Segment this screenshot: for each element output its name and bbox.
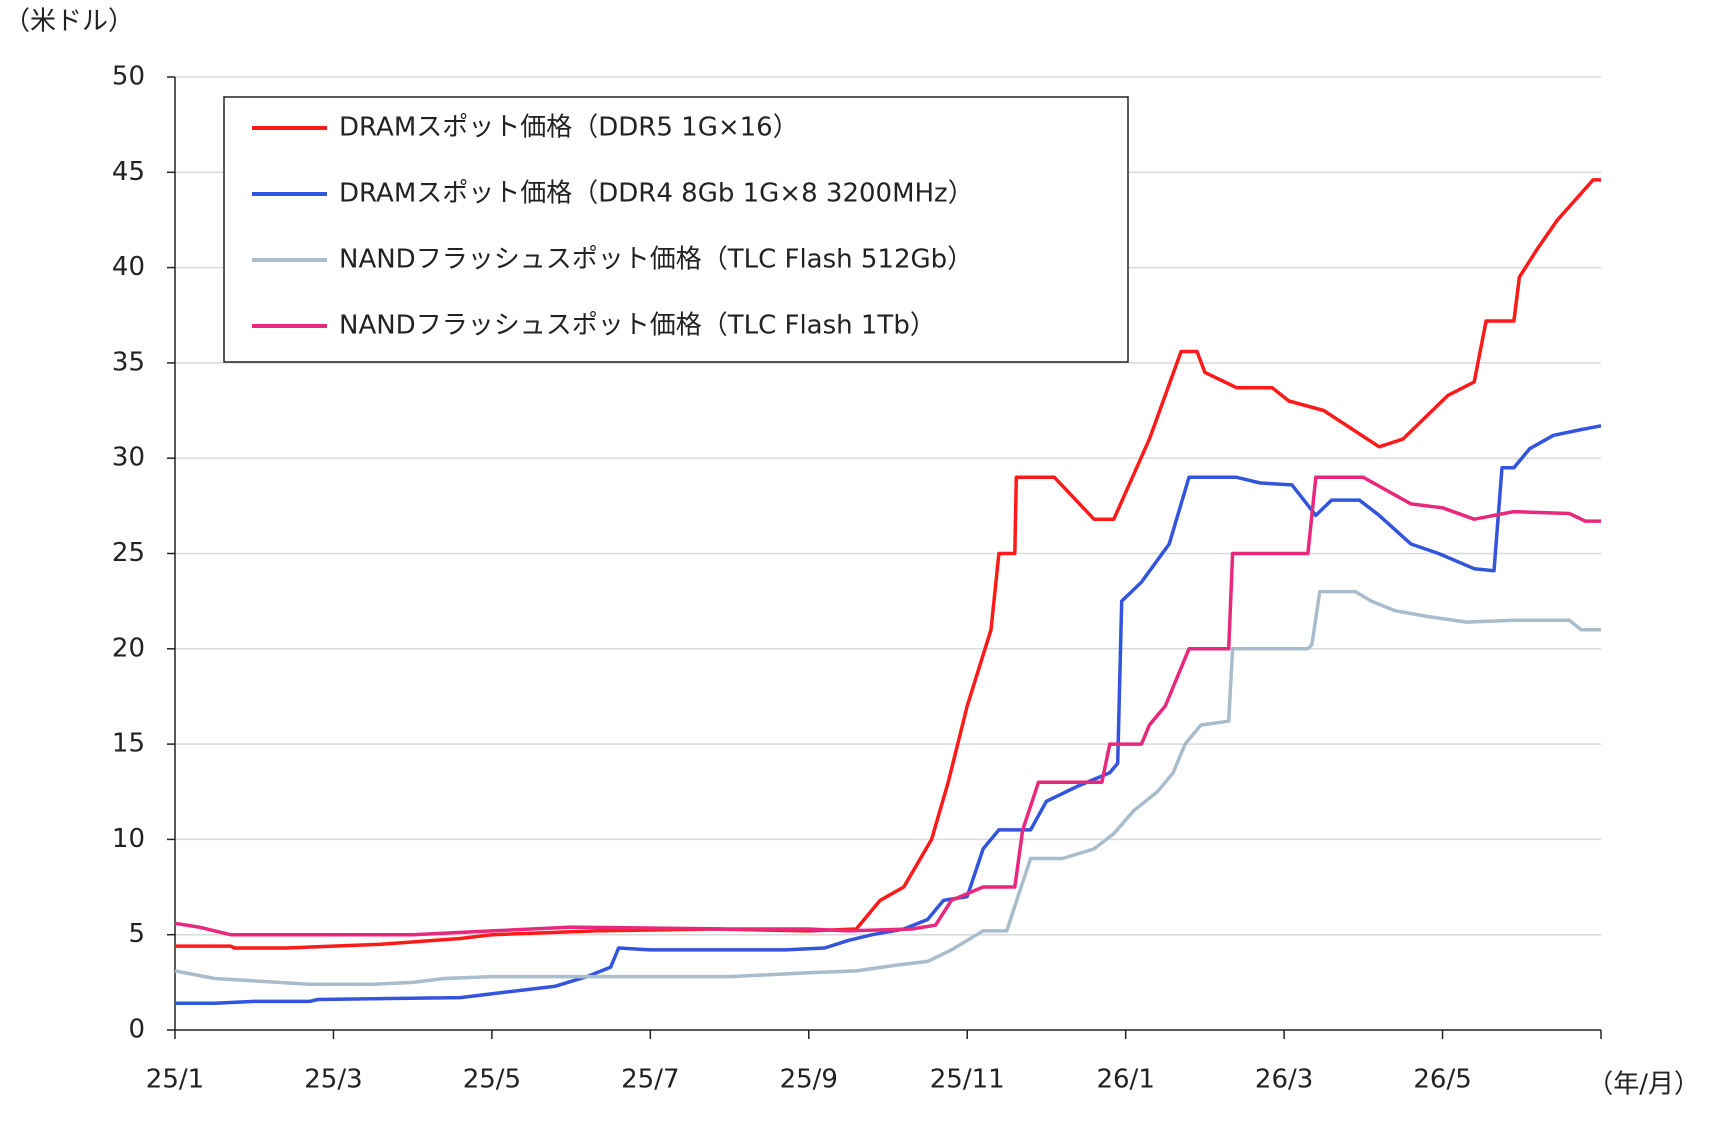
x-tick-label: 26/3	[1255, 1065, 1313, 1095]
y-tick-label: 40	[112, 252, 145, 282]
x-tick-label: 26/5	[1413, 1065, 1471, 1095]
series-line	[175, 178, 1601, 950]
series-line	[174, 475, 1601, 937]
series-line	[175, 424, 1602, 1006]
legend-label: NANDフラッシュスポット価格（TLC Flash 1Tb）	[339, 311, 936, 341]
x-axis-label: （年/月）	[1587, 1070, 1700, 1100]
x-tick-label: 25/3	[304, 1065, 362, 1095]
legend-label: NANDフラッシュスポット価格（TLC Flash 512Gb）	[339, 245, 973, 275]
y-tick-label: 35	[112, 347, 145, 377]
legend-label: DRAMスポット価格（DDR5 1G×16）	[339, 113, 799, 143]
y-tick-label: 0	[128, 1015, 145, 1045]
legend-box	[223, 96, 1129, 363]
x-tick-label: 25/11	[930, 1065, 1005, 1095]
x-tick-label: 26/1	[1096, 1065, 1154, 1095]
y-tick-label: 5	[128, 919, 145, 949]
series-line	[174, 589, 1601, 987]
y-tick-label: 30	[112, 443, 145, 473]
y-axis-label: （米ドル）	[4, 7, 134, 37]
y-tick-label: 20	[112, 633, 145, 663]
x-tick-label: 25/7	[621, 1065, 679, 1095]
y-tick-label: 10	[112, 824, 145, 854]
y-tick-label: 45	[112, 157, 145, 187]
y-tick-label: 25	[112, 538, 145, 568]
y-tick-label: 15	[112, 729, 145, 759]
x-tick-label: 25/1	[146, 1065, 204, 1095]
legend-label: DRAMスポット価格（DDR4 8Gb 1G×8 3200MHz）	[339, 179, 974, 209]
x-tick-label: 25/9	[780, 1065, 838, 1095]
x-tick-label: 25/5	[463, 1065, 521, 1095]
y-tick-label: 50	[112, 62, 145, 92]
